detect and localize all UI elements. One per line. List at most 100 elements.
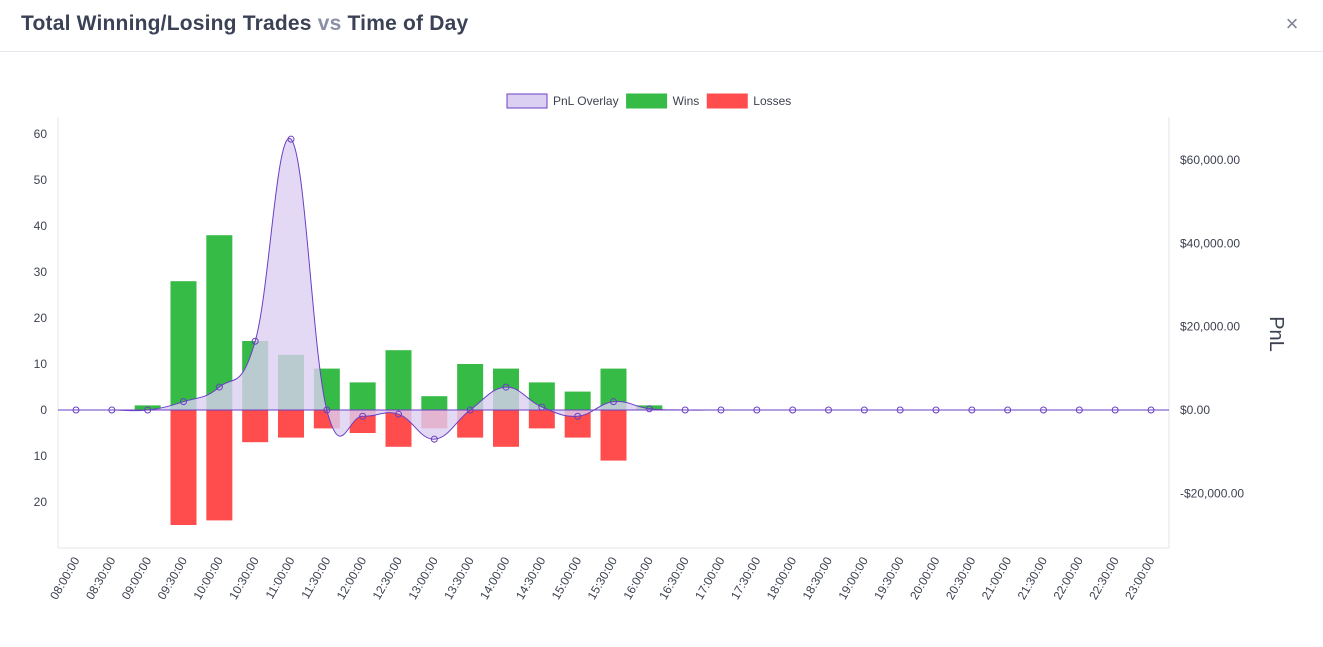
pnl-point <box>502 383 510 391</box>
pnl-point <box>789 406 797 414</box>
wins-bar <box>636 405 663 410</box>
pnl-point <box>359 412 367 420</box>
pnl-point <box>395 410 402 418</box>
title-vs: vs <box>317 12 342 35</box>
x-tick-label: 15:30:00 <box>585 554 621 602</box>
chart-legend: PnL Overlay Wins Losses <box>506 93 791 109</box>
x-tick-label: 11:30:00 <box>298 554 333 601</box>
y-right-axis-title: PnL <box>1265 316 1287 352</box>
y-left-tick-label: 40 <box>34 219 48 233</box>
legend-label-losses: Losses <box>753 94 791 108</box>
pnl-point <box>466 406 474 414</box>
pnl-point <box>1147 406 1155 414</box>
y-right-tick-label: $60,000.00 <box>1180 153 1240 167</box>
x-tick-label: 10:30:00 <box>226 554 262 602</box>
pnl-point <box>717 406 725 414</box>
pnl-area <box>76 138 1151 440</box>
title-part1: Total Winning/Losing Trades <box>21 12 312 35</box>
y-left-tick-label: 10 <box>34 357 48 371</box>
y-left-tick-label: 60 <box>34 127 48 141</box>
wins-bar <box>170 281 197 410</box>
y-right-tick-label: $40,000.00 <box>1180 236 1240 250</box>
wins-bar <box>349 382 376 410</box>
x-tick-label: 13:00:00 <box>405 554 441 602</box>
y-left-tick-label: 10 <box>34 449 48 463</box>
pnl-point <box>681 406 689 414</box>
losses-bar <box>242 410 269 443</box>
y-left-tick-label: 0 <box>40 403 47 417</box>
y-right-tick-label: $20,000.00 <box>1180 320 1240 334</box>
wins-bar <box>564 391 591 410</box>
x-tick-label: 22:00:00 <box>1050 554 1086 602</box>
losses-bar <box>528 410 555 429</box>
modal-header: Total Winning/Losing Trades vs Time of D… <box>0 0 1323 52</box>
pnl-point <box>1111 406 1119 414</box>
y-left-tick-label: 30 <box>34 265 48 279</box>
pnl-point <box>287 135 295 143</box>
y-right-tick-label: -$20,000.00 <box>1180 486 1244 500</box>
pnl-point <box>932 406 940 414</box>
wins-bar <box>385 350 412 410</box>
pnl-point <box>1075 406 1083 414</box>
pnl-point <box>1040 406 1047 414</box>
legend-swatch-losses <box>706 93 748 109</box>
x-tick-label: 20:30:00 <box>943 554 979 602</box>
pnl-point <box>896 406 904 414</box>
wins-bar <box>134 405 161 410</box>
x-tick-label: 20:00:00 <box>907 554 943 602</box>
y-left-tick-label: 20 <box>34 495 48 509</box>
x-tick-label: 09:00:00 <box>119 554 155 602</box>
pnl-point <box>430 435 438 443</box>
pnl-point <box>180 398 187 406</box>
trades-chart: 20 10 0 10 20 30 40 50 60 -$20,000.00 $0.00 $20,000… <box>34 93 1287 602</box>
modal-title: Total Winning/Losing Trades vs Time of D… <box>21 12 468 36</box>
x-tick-label: 21:00:00 <box>979 554 1015 602</box>
x-tick-label: 23:00:00 <box>1122 554 1158 602</box>
x-tick-label: 22:30:00 <box>1086 554 1122 602</box>
x-tick-label: 11:00:00 <box>263 554 298 601</box>
x-tick-label: 12:00:00 <box>334 554 370 602</box>
x-tick-label: 08:00:00 <box>47 554 83 602</box>
x-tick-label: 10:00:00 <box>190 554 226 602</box>
x-tick-label: 13:30:00 <box>441 554 477 602</box>
title-part2: Time of Day <box>347 12 469 35</box>
x-tick-label: 19:30:00 <box>871 554 907 602</box>
pnl-point <box>251 337 259 345</box>
legend-label-pnl-overlay: PnL Overlay <box>553 94 619 108</box>
pnl-point <box>968 406 976 414</box>
pnl-point <box>323 406 331 414</box>
losses-bar <box>600 410 627 461</box>
pnl-point <box>610 398 617 406</box>
x-tick-label: 08:30:00 <box>83 554 119 602</box>
pnl-point <box>645 405 653 413</box>
x-tick-label: 21:30:00 <box>1015 554 1051 602</box>
pnl-point <box>538 403 546 411</box>
legend-swatch-pnl-overlay <box>506 93 548 109</box>
losses-bar <box>170 410 197 525</box>
wins-bar <box>206 235 233 410</box>
wins-bar <box>421 396 448 410</box>
y-left-tick-label: 20 <box>34 311 48 325</box>
pnl-point <box>1004 406 1012 414</box>
legend-label-wins: Wins <box>673 94 700 108</box>
x-tick-label: 14:00:00 <box>477 554 513 602</box>
pnl-point <box>144 406 152 414</box>
pnl-point <box>574 412 582 420</box>
x-tick-label: 15:00:00 <box>549 554 585 602</box>
pnl-point <box>72 406 80 414</box>
pnl-point <box>753 406 761 414</box>
legend-swatch-wins <box>626 93 668 109</box>
x-tick-label: 09:30:00 <box>155 554 191 602</box>
pnl-point <box>215 383 223 391</box>
x-tick-label: 17:00:00 <box>692 554 728 602</box>
losses-bar <box>278 410 304 438</box>
pnl-point <box>860 406 868 414</box>
pnl-point <box>108 406 116 414</box>
pnl-point <box>825 406 832 414</box>
x-tick-label: 12:30:00 <box>370 554 406 602</box>
x-tick-label: 19:00:00 <box>835 554 871 602</box>
close-button[interactable]: × <box>1280 12 1304 36</box>
x-tick-label: 16:30:00 <box>656 554 692 602</box>
x-tick-label: 14:30:00 <box>513 554 549 602</box>
x-tick-label: 18:00:00 <box>764 554 800 602</box>
